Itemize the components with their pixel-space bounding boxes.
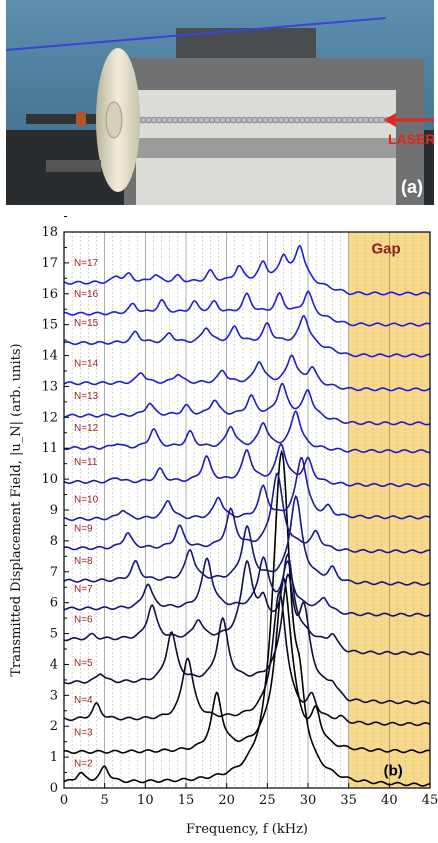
series-label-n3: N=3 (74, 727, 93, 738)
y-tick-label: 9 (50, 503, 58, 518)
series-line-n6 (63, 552, 431, 656)
series-label-n13: N=13 (74, 391, 99, 402)
photo-shaker-ring (76, 112, 86, 126)
series-line-n15 (63, 314, 431, 358)
x-tick-label: 35 (340, 793, 357, 808)
photo-bead-chain (134, 116, 391, 124)
photo-shaker-rod (26, 114, 96, 124)
series-label-n4: N=4 (74, 695, 93, 706)
y-tick-label: 8 (50, 534, 58, 549)
series-label-n14: N=14 (74, 358, 99, 369)
experiment-photo: LASER (a) (6, 0, 434, 205)
series-label-n8: N=8 (74, 556, 93, 567)
transmission-chart: N=2 N=3 N=4 N=5 N=6 N=7 N=8 N=9 N=10 N=11 N=12 N=13… (9, 216, 438, 837)
y-tick-label: 7 (50, 565, 58, 580)
y-axis-label: Transmitted Displacement Field, |u_N| (a… (9, 343, 24, 676)
series-line-n11 (63, 443, 431, 488)
y-tick-label: 15 (41, 318, 58, 333)
y-tick-label: 10 (41, 472, 58, 487)
series-line-n14 (63, 354, 431, 392)
photo-blue-cable (6, 17, 387, 51)
laser-arrow-head (384, 113, 396, 127)
x-tick-label: 10 (137, 793, 154, 808)
series-line-n3 (63, 576, 431, 754)
series-line-n8 (63, 494, 431, 586)
series-line-n10 (63, 457, 431, 522)
series-line-n7 (63, 555, 431, 617)
series-line-n17 (63, 244, 431, 296)
x-tick-label: 25 (259, 793, 276, 808)
y-tick-label: 18 (41, 225, 58, 240)
series-line-n4 (63, 590, 431, 727)
x-tick-label: 20 (218, 793, 235, 808)
series-line-n13 (63, 382, 431, 426)
series-label-n11: N=11 (74, 457, 98, 468)
series-line-n5 (63, 573, 431, 705)
y-tick-label: 12 (41, 410, 58, 425)
series-line-n12 (63, 410, 430, 454)
series-label-n16: N=16 (74, 289, 99, 300)
panel-b-label: (b) (384, 763, 403, 780)
series-label-n15: N=15 (74, 318, 99, 329)
series-label-n6: N=6 (74, 615, 93, 626)
y-tick-label: 0 (50, 781, 58, 796)
series-label-n5: N=5 (74, 658, 93, 669)
y-tick-label: 3 (50, 688, 58, 703)
x-tick-label: 15 (178, 793, 195, 808)
panel-a-label: (a) (401, 177, 423, 197)
photo-bolt (46, 160, 101, 172)
photo-grey-stripe (136, 138, 396, 158)
y-tick-label: 13 (41, 379, 58, 394)
y-tick-label: 1 (50, 750, 58, 765)
y-tick-label: 6 (50, 596, 58, 611)
series-line-n2 (63, 449, 431, 787)
y-tick-label: 11 (41, 441, 58, 456)
y-tick-label: 16 (41, 287, 58, 302)
laser-label: LASER (388, 131, 434, 147)
series-label-n10: N=10 (74, 494, 99, 505)
x-tick-label: 0 (60, 793, 68, 808)
y-tick-label: 4 (50, 657, 58, 672)
series-line-n9 (63, 472, 431, 554)
x-axis-label: Frequency, f (kHz) (186, 822, 308, 837)
x-tick-label: 5 (101, 793, 109, 808)
series-label-n2: N=2 (74, 758, 93, 769)
series-label-n7: N=7 (74, 584, 93, 595)
x-tick-label: 40 (381, 793, 398, 808)
y-tick-label: 2 (50, 719, 58, 734)
series-label-n9: N=9 (74, 524, 93, 535)
y-tick-label: 14 (41, 349, 58, 364)
series-line-n16 (64, 290, 431, 327)
y-tick-label: 17 (41, 256, 58, 271)
photo-disc-hub (105, 101, 123, 139)
y-tick-label: 5 (50, 627, 58, 642)
series-label-n12: N=12 (74, 423, 99, 434)
x-tick-label: 45 (422, 793, 438, 808)
gap-label: Gap (371, 241, 400, 258)
series-label-n17: N=17 (74, 258, 99, 269)
x-tick-label: 30 (300, 793, 317, 808)
